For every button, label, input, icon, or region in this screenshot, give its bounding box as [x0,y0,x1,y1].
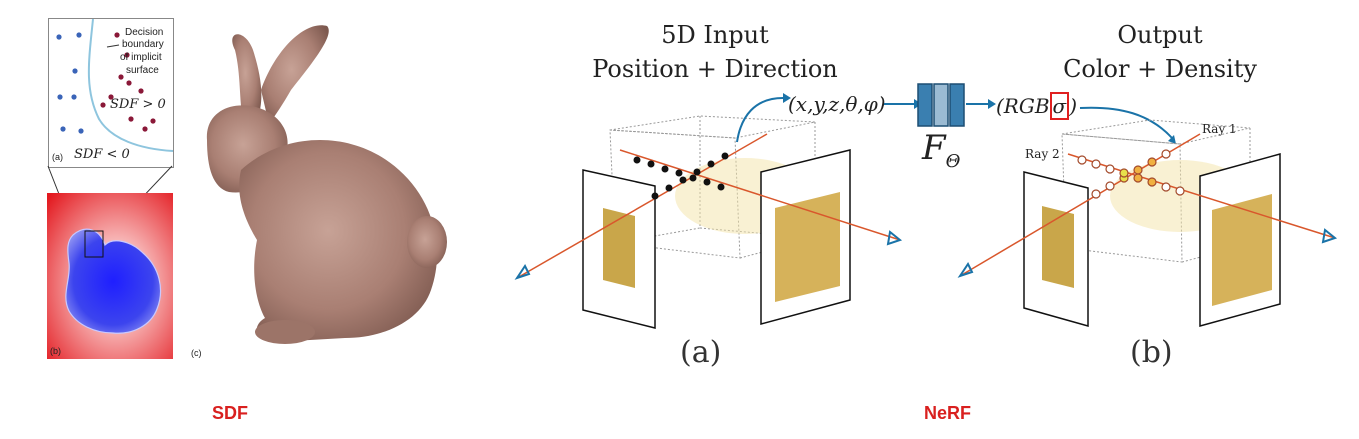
sdf-footer-label: SDF [212,403,248,423]
nerf-output-sigma: σ [1049,92,1070,120]
sdf-panel-a-graphic [56,18,174,152]
decision-boundary-curve [87,18,174,152]
nerf-output-close: ) [1069,94,1078,118]
nerf-network-label: FΘ [922,128,960,172]
nerf-input-title: 5D Input Position + Direction [560,18,870,86]
sdf-panel-c-label: (c) [191,348,202,358]
sdf-zoom-box [84,230,104,258]
inside-points [56,32,84,134]
bunny-tail [407,216,447,268]
bunny-body [239,140,438,342]
nerf-ray1-label: Ray 1 [1202,122,1237,136]
sdf-inside-label: SDF < 0 [74,147,130,162]
scene-b-curve-arrow [1079,106,1173,139]
sdf-panel-a [48,18,174,168]
nerf-output-title-line2: Color + Density [1063,55,1257,83]
bunny-ear-right [261,25,329,124]
network-layer-3 [949,83,965,127]
sdf-shape-region [65,228,162,334]
outside-points [100,32,156,132]
sdf-legend-line3: of implicit [120,52,162,63]
nerf-input-vector: (x,y,z,θ,φ) [788,92,886,116]
bunny-ear-left [232,34,262,120]
nerf-ray2-label: Ray 2 [1025,147,1060,161]
nerf-network-label-sub: Θ [945,150,961,172]
nerf-footer-label: NeRF [924,403,972,423]
nerf-output-vector: (RGB σ) [996,92,1078,120]
nerf-input-title-line2: Position + Direction [592,55,838,83]
sdf-panel-b [47,193,173,359]
nerf-input-title-line1: 5D Input [661,21,769,49]
sdf-legend-line1: Decision [125,27,164,38]
bunny-foot [255,320,315,344]
network-layer-1 [917,83,933,127]
nerf-scene-a [514,93,903,329]
network-layer-2 [933,83,949,127]
nerf-output-rgb: (RGB [996,94,1050,118]
scene-a-right-image [775,192,840,302]
scene-a-curve-arrow [736,97,784,143]
scene-a-sample-points [633,152,729,200]
sdf-legend-line4: surface [126,65,159,76]
nerf-scene-b [957,106,1338,327]
sdf-bunny-render [206,25,447,344]
scene-b-right-image [1212,194,1272,306]
sdf-legend-line2: boundary [122,39,164,50]
scene-b-ray-1 [959,133,1201,277]
nerf-caption-b: (b) [1130,335,1173,370]
sdf-panel-a-label: (a) [52,152,63,162]
nerf-network-label-main: F [922,128,946,168]
nerf-output-title: Output Color + Density [1030,18,1290,86]
nerf-caption-a: (a) [680,335,722,370]
nerf-output-title-line1: Output [1117,21,1203,49]
sdf-outside-label: SDF > 0 [110,97,166,112]
scene-a-ray-2 [619,149,901,241]
legend-line [106,44,120,48]
nerf-network-graphic [884,83,996,127]
scene-b-sample-points [1077,149,1185,199]
scene-a-left-image [603,208,635,288]
sdf-field-graphic [47,193,173,359]
sdf-panel-b-label: (b) [50,346,61,356]
scene-b-left-image [1042,206,1074,288]
